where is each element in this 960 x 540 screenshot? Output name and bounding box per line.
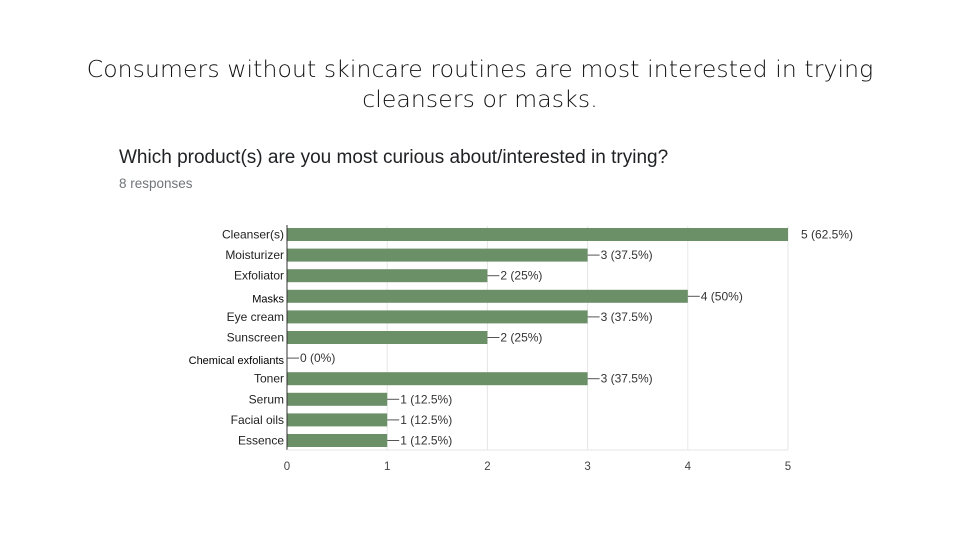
data-label: 3 (37.5%) <box>601 372 653 386</box>
x-tick-label: 1 <box>384 461 390 473</box>
bar <box>287 434 388 447</box>
data-label: 5 (62.5%) <box>801 228 853 242</box>
x-tick-label: 4 <box>685 461 692 473</box>
x-tick-label: 5 <box>785 461 791 473</box>
data-label: 3 (37.5%) <box>601 248 653 262</box>
slide-title: Consumers without skincare routines are … <box>86 55 874 113</box>
x-tick-label: 3 <box>584 461 590 473</box>
x-tick-label: 0 <box>284 461 290 473</box>
category-label: Moisturizer <box>225 248 284 262</box>
data-label: 1 (12.5%) <box>400 434 452 448</box>
bar <box>287 269 488 283</box>
bar <box>287 331 488 344</box>
x-tick-label: 2 <box>484 461 490 473</box>
bar <box>287 392 388 406</box>
data-label: 3 (37.5%) <box>601 310 653 324</box>
chart-title: Which product(s) are you most curious ab… <box>119 147 669 168</box>
category-label: Masks <box>252 293 284 305</box>
data-label: 2 (25%) <box>500 269 542 283</box>
category-label: Eye cream <box>227 310 284 324</box>
category-label: Sunscreen <box>227 331 284 345</box>
chart-subtitle: 8 responses <box>119 176 193 191</box>
data-label: 4 (50%) <box>701 289 743 303</box>
data-label: 1 (12.5%) <box>400 392 452 406</box>
bar <box>287 372 588 386</box>
category-label: Cleanser(s) <box>222 228 284 242</box>
data-label: 1 (12.5%) <box>400 413 452 427</box>
category-label: Toner <box>254 372 284 386</box>
bar <box>287 248 588 262</box>
bar <box>287 413 388 427</box>
data-label: 2 (25%) <box>500 331 542 345</box>
category-label: Exfoliator <box>234 269 284 283</box>
bar <box>287 228 788 241</box>
category-label: Facial oils <box>231 413 284 427</box>
category-label: Essence <box>238 434 284 448</box>
bar <box>287 289 688 303</box>
data-label: 0 (0%) <box>300 351 335 365</box>
category-label: Serum <box>249 392 284 406</box>
bar <box>287 310 588 324</box>
category-label: Chemical exfoliants <box>189 355 285 367</box>
